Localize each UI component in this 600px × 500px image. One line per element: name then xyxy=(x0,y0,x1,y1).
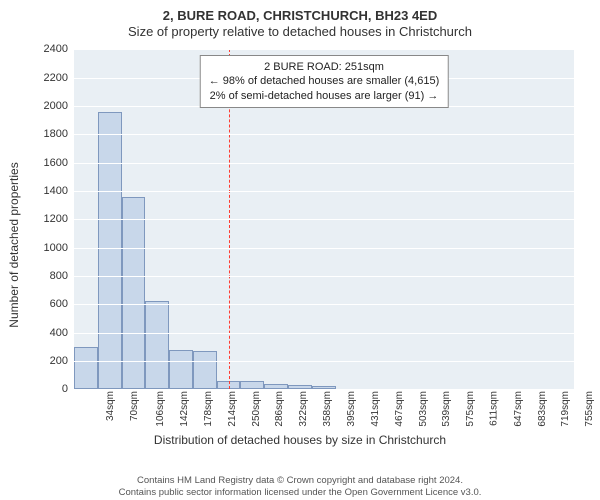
figure-title-2: Size of property relative to detached ho… xyxy=(10,24,590,40)
x-tick-label: 683sqm xyxy=(532,391,547,427)
chart-area: Number of detached properties 0200400600… xyxy=(20,45,580,445)
x-tick-label: 34sqm xyxy=(101,391,116,421)
y-tick-label: 400 xyxy=(50,327,74,339)
attribution-footer: Contains HM Land Registry data © Crown c… xyxy=(0,475,600,498)
grid-line xyxy=(74,361,574,362)
grid-line xyxy=(74,248,574,249)
x-tick-label: 178sqm xyxy=(199,391,214,427)
annotation-line-3: 2% of semi-detached houses are larger (9… xyxy=(209,89,440,103)
x-tick-label: 467sqm xyxy=(390,391,405,427)
x-tick-label: 142sqm xyxy=(175,391,190,427)
grid-line xyxy=(74,163,574,164)
annotation-box: 2 BURE ROAD: 251sqm ← 98% of detached ho… xyxy=(200,55,449,108)
y-axis-label: Number of detached properties xyxy=(7,162,21,327)
x-tick-label: 358sqm xyxy=(318,391,333,427)
grid-line xyxy=(74,191,574,192)
annotation-line-2: ← 98% of detached houses are smaller (4,… xyxy=(209,74,440,88)
y-tick-label: 600 xyxy=(50,298,74,310)
footer-line-2: Contains public sector information licen… xyxy=(0,487,600,498)
x-tick-label: 719sqm xyxy=(556,391,571,427)
y-tick-label: 1400 xyxy=(44,185,74,197)
x-tick-label: 503sqm xyxy=(413,391,428,427)
x-tick-label: 575sqm xyxy=(461,391,476,427)
histogram-bar xyxy=(193,351,217,389)
histogram-bar xyxy=(169,350,193,390)
x-tick-label: 214sqm xyxy=(223,391,238,427)
y-tick-label: 800 xyxy=(50,270,74,282)
grid-line xyxy=(74,304,574,305)
x-tick-label: 647sqm xyxy=(509,391,524,427)
x-tick-label: 755sqm xyxy=(580,391,595,427)
y-tick-label: 2400 xyxy=(44,43,74,55)
x-tick-label: 106sqm xyxy=(151,391,166,427)
grid-line xyxy=(74,219,574,220)
x-tick-label: 431sqm xyxy=(366,391,381,427)
y-tick-label: 1200 xyxy=(44,213,74,225)
histogram-bar xyxy=(145,301,169,389)
plot-area: 0200400600800100012001400160018002000220… xyxy=(74,49,574,389)
x-axis-label: Distribution of detached houses by size … xyxy=(154,433,446,447)
histogram-bar xyxy=(240,381,264,389)
figure-title-1: 2, BURE ROAD, CHRISTCHURCH, BH23 4ED xyxy=(10,8,590,24)
x-tick-label: 395sqm xyxy=(342,391,357,427)
x-tick-label: 322sqm xyxy=(294,391,309,427)
y-tick-label: 0 xyxy=(62,383,74,395)
histogram-bar xyxy=(98,112,122,390)
x-tick-label: 286sqm xyxy=(270,391,285,427)
footer-line-1: Contains HM Land Registry data © Crown c… xyxy=(0,475,600,486)
y-tick-label: 1800 xyxy=(44,128,74,140)
x-tick-label: 70sqm xyxy=(125,391,140,421)
y-tick-label: 2200 xyxy=(44,72,74,84)
grid-line xyxy=(74,134,574,135)
y-tick-label: 200 xyxy=(50,355,74,367)
annotation-line-1: 2 BURE ROAD: 251sqm xyxy=(209,60,440,74)
x-tick-label: 539sqm xyxy=(437,391,452,427)
y-tick-label: 2000 xyxy=(44,100,74,112)
y-tick-label: 1000 xyxy=(44,242,74,254)
y-tick-label: 1600 xyxy=(44,157,74,169)
x-tick-label: 611sqm xyxy=(484,391,499,426)
x-tick-label: 250sqm xyxy=(246,391,261,427)
grid-line xyxy=(74,49,574,50)
figure-container: 2, BURE ROAD, CHRISTCHURCH, BH23 4ED Siz… xyxy=(0,0,600,500)
histogram-bar xyxy=(74,347,98,390)
grid-line xyxy=(74,333,574,334)
grid-line xyxy=(74,276,574,277)
